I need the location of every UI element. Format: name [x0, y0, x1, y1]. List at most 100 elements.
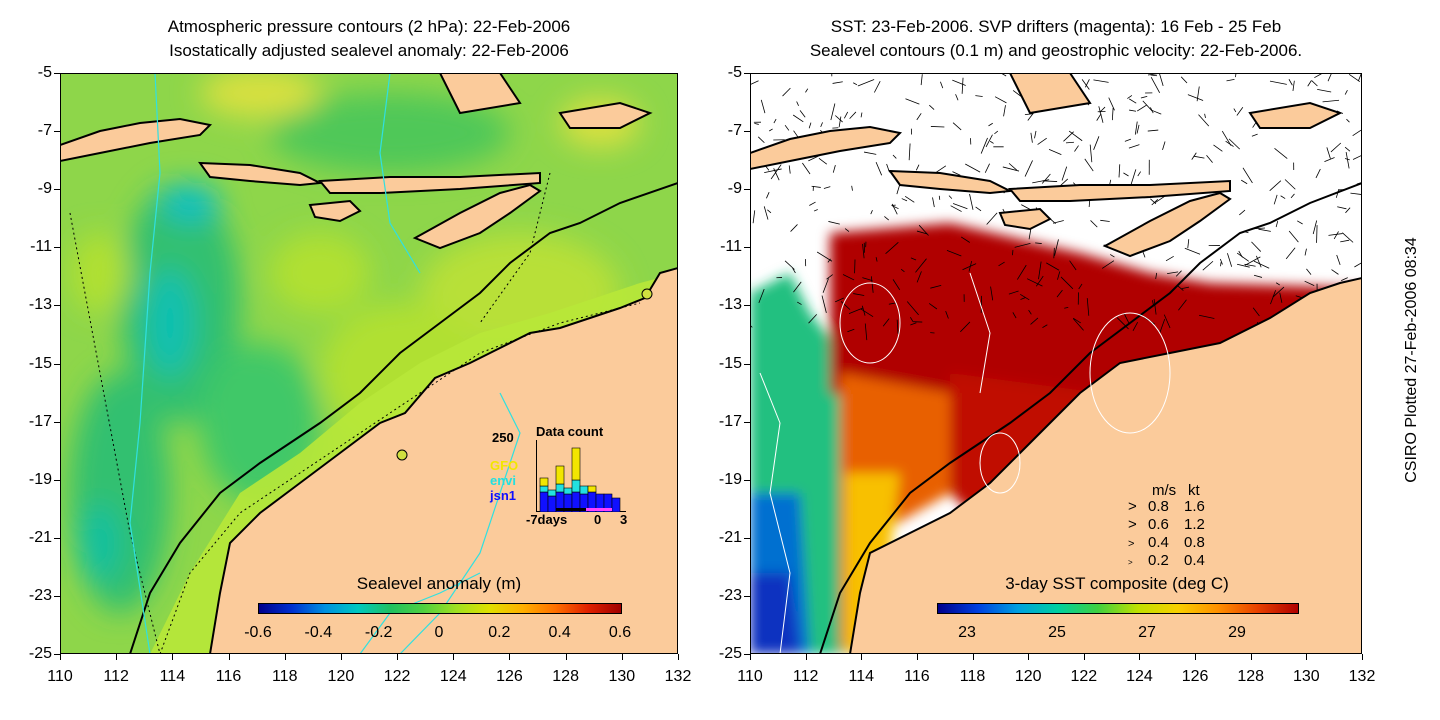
- left-map: [60, 73, 678, 654]
- velocity-arrow: [1134, 121, 1138, 135]
- velocity-arrow: [1074, 145, 1079, 152]
- velocity-arrow: [802, 162, 811, 175]
- velocity-arrow: [930, 285, 942, 289]
- velocity-arrow: [1030, 132, 1033, 143]
- colorbar-tick-label: -0.2: [364, 624, 393, 641]
- australia-land-right: [848, 276, 1362, 654]
- velocity-arrow: [975, 95, 983, 97]
- velocity-arrow: [975, 206, 982, 212]
- y-tick-mark: [744, 305, 750, 307]
- velocity-arrow: [1098, 106, 1104, 123]
- colorbar-tick-label: 0.4: [548, 624, 571, 641]
- velocity-arrow: [784, 124, 790, 131]
- velocity-arrow: [928, 303, 938, 310]
- velocity-arrow: [1269, 180, 1282, 192]
- velocity-arrow: [961, 77, 964, 94]
- velocity-arrow: [1150, 198, 1157, 205]
- velocity-arrow: [1086, 298, 1090, 316]
- velocity-arrow: [782, 87, 791, 97]
- velocity-arrow: [1020, 293, 1030, 301]
- velocity-arrow: [1184, 247, 1201, 255]
- velocity-arrow: [962, 263, 977, 271]
- x-tick-mark: [621, 654, 623, 660]
- velocity-arrow: [862, 277, 873, 282]
- x-tick-label: 128: [1237, 668, 1265, 685]
- velocity-arrow: [986, 212, 998, 225]
- velocity-arrow: [1072, 317, 1081, 324]
- velocity-arrow: [1063, 131, 1074, 142]
- inset-bars: [536, 440, 626, 512]
- velocity-arrow: [862, 243, 865, 259]
- velocity-kt-value: 1.6: [1184, 498, 1205, 515]
- velocity-arrow: [1180, 76, 1188, 84]
- velocity-arrow: [1128, 98, 1137, 104]
- velocity-arrow: [1206, 154, 1213, 163]
- velocity-arrow: [1348, 74, 1361, 82]
- velocity-arrow: [985, 134, 993, 148]
- y-tick-mark: [54, 305, 60, 307]
- velocity-arrow: [840, 301, 851, 310]
- velocity-arrow: [813, 209, 818, 212]
- x-tick-mark: [750, 654, 751, 660]
- velocity-arrow: [1024, 160, 1033, 177]
- x-tick-mark: [397, 654, 399, 660]
- velocity-arrow: [809, 201, 816, 206]
- velocity-arrow: [790, 224, 798, 232]
- velocity-kt-value: 1.2: [1184, 516, 1205, 533]
- island-flores: [317, 171, 541, 194]
- y-tick-label: -11: [30, 238, 52, 256]
- inset-legend-jsn1: jsn1: [490, 488, 517, 503]
- velocity-arrow: [910, 257, 917, 261]
- velocity-arrow: [1123, 172, 1129, 177]
- y-tick-label: -5: [37, 64, 52, 81]
- velocity-arrow: [1129, 109, 1137, 112]
- inset-x-label-zero: 0: [594, 512, 602, 527]
- velocity-arrow: [1181, 286, 1190, 289]
- velocity-arrow: [1130, 169, 1137, 186]
- velocity-arrow: [1244, 256, 1261, 266]
- x-tick-label: 132: [1348, 668, 1376, 685]
- island-timor: [412, 183, 542, 250]
- x-tick-label: 126: [496, 668, 523, 685]
- velocity-arrow: [969, 193, 974, 210]
- x-tick-label: 116: [904, 668, 930, 685]
- velocity-arrow: [990, 286, 994, 301]
- x-tick-label: 120: [327, 668, 355, 685]
- velocity-arrow: [1292, 80, 1295, 91]
- velocity-arrow: [857, 79, 875, 87]
- velocity-arrow: [1288, 230, 1299, 243]
- velocity-arrow: [832, 165, 836, 173]
- velocity-arrow: [960, 321, 971, 333]
- velocity-arrow: [1304, 248, 1307, 256]
- x-tick-label: 114: [159, 668, 186, 685]
- velocity-arrow: [792, 114, 804, 123]
- velocity-arrow: [1090, 220, 1098, 228]
- velocity-arrow: [1288, 79, 1293, 86]
- velocity-arrow: [1060, 276, 1074, 290]
- velocity-arrow: [1213, 144, 1223, 152]
- y-tick-label: -17: [28, 412, 52, 430]
- velocity-arrow: [994, 96, 1007, 104]
- velocity-arrow: [948, 195, 953, 199]
- velocity-arrow: [767, 209, 772, 214]
- y-tick-mark: [54, 595, 60, 597]
- velocity-ms-value: 0.6: [1148, 516, 1169, 533]
- velocity-arrow: [1327, 73, 1332, 82]
- x-tick-label: 132: [664, 668, 692, 685]
- velocity-arrow: [818, 157, 828, 165]
- x-tick-mark: [861, 654, 863, 660]
- y-tick-mark: [744, 363, 750, 365]
- velocity-arrow: [1357, 73, 1362, 82]
- velocity-arrow: [1057, 271, 1061, 280]
- velocity-arrow: [1240, 179, 1248, 185]
- y-tick-mark: [744, 421, 750, 423]
- velocity-arrow: [1193, 155, 1205, 159]
- left-colorbar: [258, 603, 622, 614]
- velocity-arrow: [1236, 252, 1250, 262]
- velocity-arrow: [860, 112, 863, 118]
- x-tick-label: 128: [552, 668, 579, 685]
- velocity-arrow: [820, 122, 823, 128]
- velocity-arrow: [1233, 108, 1237, 113]
- x-tick-mark: [565, 654, 567, 660]
- x-tick-label: 122: [1070, 668, 1098, 685]
